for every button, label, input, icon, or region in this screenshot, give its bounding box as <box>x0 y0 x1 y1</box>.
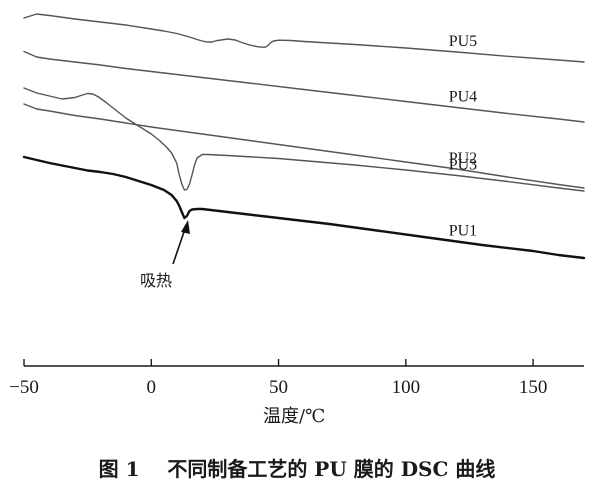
x-tick-label: 0 <box>147 377 157 398</box>
x-tick-label: 150 <box>519 377 548 398</box>
x-tick-label: 100 <box>392 377 421 398</box>
annotation-arrowhead <box>181 220 190 234</box>
series-pu5-line <box>23 13 585 63</box>
series-pu4-label: PU4 <box>449 89 477 106</box>
series-pu5-label: PU5 <box>449 33 477 50</box>
series-pu1-line <box>22 155 586 260</box>
series-pu3-label: PU3 <box>449 157 477 174</box>
x-tick-label: 50 <box>269 377 288 398</box>
series-pu2-line <box>23 103 585 189</box>
series-layer <box>22 13 586 260</box>
endotherm-annotation: 吸热 <box>140 220 190 290</box>
series-pu2-label: PU2 <box>449 150 477 167</box>
series-pu4-line <box>23 50 585 123</box>
figure-caption: 图 1 不同制备工艺的 PU 膜的 DSC 曲线 <box>98 457 496 481</box>
x-axis-label: 温度/℃ <box>263 406 325 427</box>
series-pu1-label: PU1 <box>449 223 477 240</box>
x-tick-label: −50 <box>9 377 39 398</box>
x-axis: −50 0 50 100 150 <box>9 359 584 398</box>
annotation-label: 吸热 <box>140 271 172 290</box>
series-pu3-line <box>23 87 585 192</box>
